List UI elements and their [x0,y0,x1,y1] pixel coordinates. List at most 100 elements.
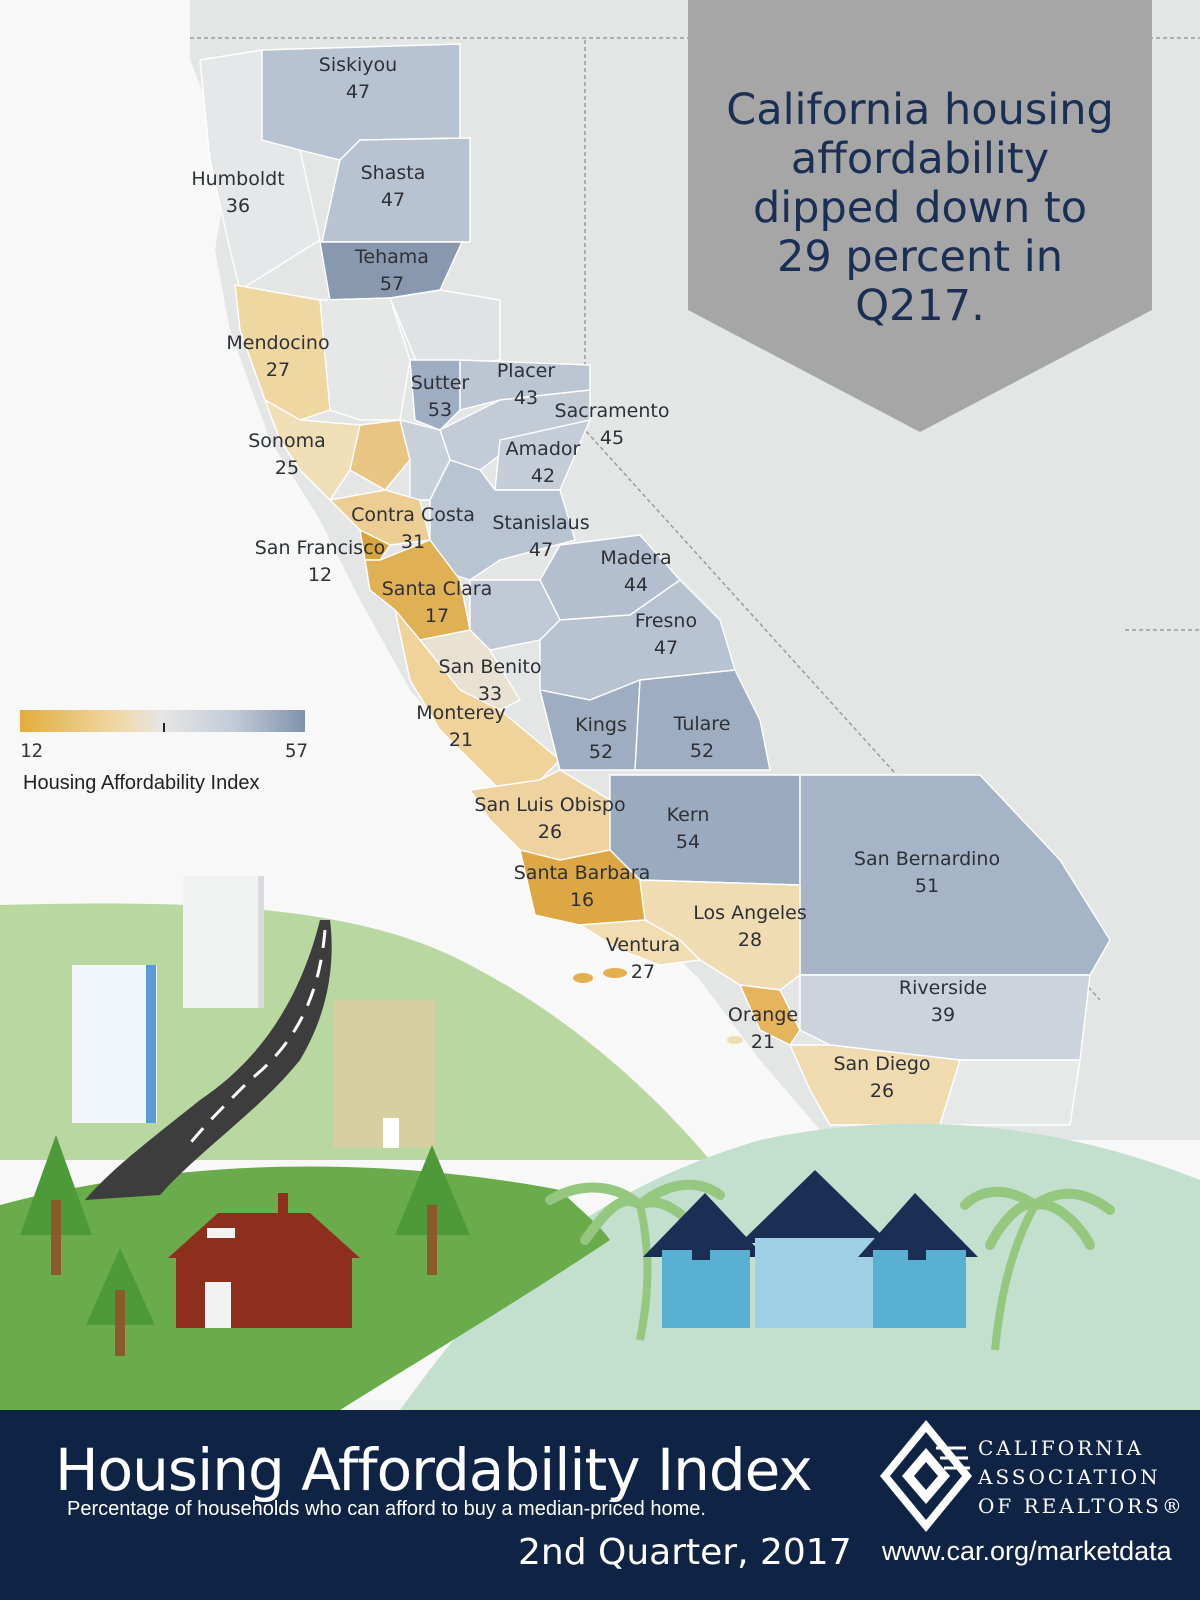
headline-line: 29 percent in [777,232,1063,282]
county-value: 27 [265,359,291,381]
headline: California housing affordability dipped … [700,86,1140,331]
county-value: 53 [427,399,453,421]
county-value: 47 [653,637,679,659]
county-value: 47 [345,81,371,103]
headline-line: California housing [726,85,1114,135]
footer-period: 2nd Quarter, 2017 [518,1532,852,1573]
county-label-mendocino: Mendocino 27 [226,330,329,384]
road-marking [183,929,327,1151]
county-value: 36 [225,195,251,217]
county-name: Sonoma [248,430,326,452]
county-name: San Luis Obispo [474,794,626,816]
county-name: Santa Clara [381,578,493,600]
county-label-stanislaus: Stanislaus 47 [492,510,589,564]
market-data-link[interactable]: www.car.org/marketdata [882,1536,1172,1566]
tree-trunk [51,1200,61,1275]
building-white [183,876,263,1008]
road [85,920,332,1200]
county-value: 43 [513,387,539,409]
county-name: Siskiyou [318,54,398,76]
county-value: 28 [737,929,763,951]
house-red-roof [168,1213,360,1258]
logo-text-line1: CALIFORNIA [978,1436,1145,1460]
legend-min-label: 12 [20,740,43,762]
county-napa [349,419,411,491]
headline-banner [688,0,1152,432]
county-value: 26 [869,1080,895,1102]
county-name: Tulare [673,713,731,735]
county-label-san-francisco: San Francisco 12 [255,535,386,589]
county-label-santa-barbara: Santa Barbara 16 [514,860,651,914]
car-logo-icon [880,1420,972,1532]
house-blue-left [662,1250,750,1328]
county-name: Stanislaus [492,512,590,534]
county-name: Humboldt [191,168,285,190]
county-label-placer: Placer 43 [497,358,555,412]
county-name: Tehama [355,246,429,268]
house-blue-middle [755,1238,875,1328]
channel-island [573,973,593,983]
county-value: 25 [274,457,300,479]
tree-trunk [427,1205,437,1275]
house-red-window [207,1228,235,1238]
house-red-door [205,1282,231,1328]
tree [395,1145,470,1235]
county-value: 52 [689,740,715,762]
county-name: San Diego [833,1053,931,1075]
county-label-santa-clara: Santa Clara 17 [382,576,493,630]
county-label-sacramento: Sacramento 45 [555,398,670,452]
tree [20,1135,92,1235]
county-sutter [409,359,461,431]
county-value: 21 [750,1031,776,1053]
building-blue-side [146,965,156,1123]
county-label-humboldt: Humboldt 36 [191,166,284,220]
county-label-tulare: Tulare 52 [674,711,731,765]
county-label-shasta: Shasta 47 [361,160,426,214]
county-name: San Francisco [254,537,386,559]
channel-island [603,968,627,978]
county-label-amador: Amador 42 [506,436,581,490]
county-name: Orange [727,1004,799,1026]
county-value: 52 [588,741,614,763]
legend-max-label: 57 [285,740,308,762]
county-label-san-benito: San Benito 33 [439,654,542,708]
county-imperial [939,1059,1081,1126]
state-border-nevada [584,40,1101,1001]
county-label-siskiyou: Siskiyou 47 [319,52,397,106]
county-label-contra-costa: Contra Costa 31 [351,502,475,556]
building-tan-door [383,1118,399,1148]
county-label-sonoma: Sonoma 25 [248,428,326,482]
county-shapes [199,43,1111,1126]
county-value: 51 [914,875,940,897]
county-sonoma [263,398,361,502]
map-legend: 12 57 Housing Affordability Index [20,710,320,794]
house-blue-roof [858,1193,978,1257]
footer-title: Housing Affordability Index [55,1436,813,1504]
county-value: 17 [424,605,450,627]
county-name: Shasta [360,162,426,184]
house-red [176,1258,352,1328]
channel-island [727,1036,743,1044]
headline-line: affordability [790,134,1050,184]
landscape-illustration [0,876,1200,1410]
house-blue-roof [740,1170,890,1243]
footer-subtitle: Percentage of households who can afford … [67,1498,706,1520]
county-name: San Benito [438,656,542,678]
county-name: Kern [666,804,710,826]
county-label-ventura: Ventura 27 [606,932,680,986]
county-value: 45 [599,427,625,449]
headline-line: dipped down to [752,183,1088,233]
county-name: Fresno [634,610,698,632]
county-name: Riverside [898,977,988,999]
headline-line: Q217. [855,281,985,331]
legend-midpoint-tick [163,723,165,732]
logo-text-line3: OF REALTORS® [978,1494,1185,1518]
county-label-san-diego: San Diego 26 [833,1051,930,1105]
county-name: Monterey [416,702,506,724]
county-name: Santa Barbara [513,862,651,884]
building-white-side [258,876,264,1008]
county-name: Contra Costa [351,504,475,526]
county-stanislaus [429,459,576,581]
